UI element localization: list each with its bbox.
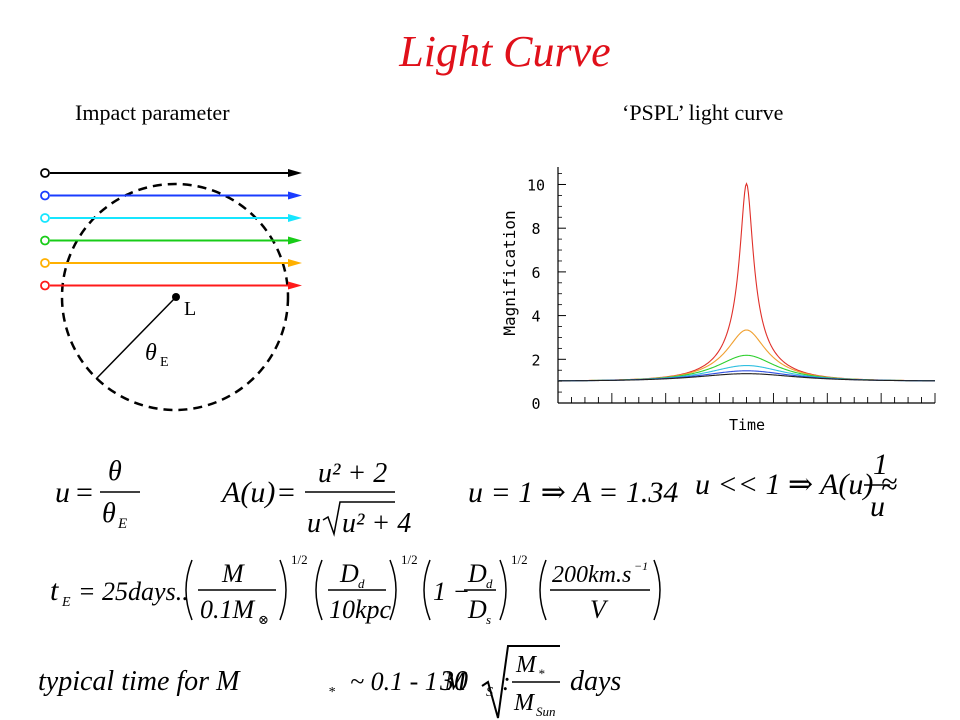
chart-axes — [557, 167, 935, 404]
svg-text:D: D — [339, 559, 359, 588]
pspl-light-curve-chart: 0 2 4 6 8 10 Magnification Time — [500, 167, 936, 434]
svg-text:u: u — [870, 490, 885, 523]
slide-title: Light Curve — [399, 27, 611, 76]
svg-text:1/2: 1/2 — [511, 552, 528, 567]
svg-text::: : — [502, 667, 511, 696]
y-tick-label: 4 — [531, 308, 540, 326]
svg-text:M: M — [221, 559, 245, 588]
source-start-marker — [40, 280, 50, 291]
einstein-ring — [60, 182, 290, 412]
svg-text:A(u): A(u) — [220, 476, 275, 509]
chart-ticks: 0 2 4 6 8 10 — [527, 173, 936, 413]
source-track — [40, 213, 302, 223]
magnification-formula: A(u) = u² + 2 u u² + 4 — [220, 458, 411, 539]
einstein-time-formula: t E = 25days.. M 0.1M ⊗ 1/2 D d 10kpc 1/… — [50, 552, 661, 627]
y-tick-label: 2 — [531, 351, 540, 369]
svg-text:1 −: 1 − — [433, 577, 470, 606]
svg-text:D: D — [467, 595, 487, 624]
typical-time-formula: typical time for M * ~ 0.1 - 1 M S : — [38, 666, 511, 700]
svg-text:u² + 2: u² + 2 — [318, 458, 387, 489]
lens-label: L — [184, 298, 196, 320]
source-start-marker — [40, 235, 50, 246]
svg-text:u: u — [55, 476, 70, 509]
small-u-approximation: u << 1 ⇒ A(u) ≈ 1 u — [695, 450, 897, 523]
source-track — [40, 280, 302, 291]
light-curve-series — [557, 182, 936, 382]
source-track — [40, 168, 302, 178]
svg-text:s: s — [486, 612, 491, 627]
left-heading: Impact parameter — [75, 100, 230, 125]
y-axis-label: Magnification — [500, 210, 519, 335]
equation-row-1: u = θ θ E A(u) = u² + 2 u u² + 4 u = 1 ⇒… — [55, 450, 897, 539]
source-start-marker — [40, 190, 50, 201]
light-curve-series — [557, 373, 936, 382]
impact-parameter-diagram: L θ E — [40, 168, 302, 412]
y-tick-label: 0 — [531, 395, 540, 413]
svg-text:= 25days..: = 25days.. — [78, 577, 189, 606]
svg-text:=: = — [76, 476, 93, 509]
svg-text:Sun: Sun — [536, 704, 556, 719]
svg-text:1: 1 — [873, 450, 888, 481]
svg-text:~ 0.1 - 1 M: ~ 0.1 - 1 M — [350, 667, 467, 696]
svg-text:d: d — [486, 576, 493, 591]
source-tracks — [40, 168, 302, 291]
source-track — [40, 258, 302, 268]
svg-text:θ: θ — [108, 456, 122, 487]
svg-text:1/2: 1/2 — [291, 552, 308, 567]
y-tick-label: 6 — [531, 264, 540, 282]
svg-text:u: u — [307, 508, 321, 539]
svg-text:S: S — [486, 685, 493, 700]
svg-text:*: * — [328, 685, 335, 700]
theta-subscript: E — [160, 355, 169, 370]
theta-symbol: θ — [145, 340, 157, 366]
u-equals-one: u = 1 ⇒ A = 1.34 — [468, 476, 678, 509]
svg-text:200km.s: 200km.s — [552, 562, 631, 588]
svg-text:=: = — [278, 476, 295, 509]
svg-text:*: * — [538, 666, 545, 681]
svg-text:−1: −1 — [634, 559, 648, 573]
typical-time-root: 30 M * M Sun days — [440, 645, 621, 719]
y-tick-label: 10 — [527, 176, 545, 194]
source-track — [40, 190, 302, 201]
svg-text:30: 30 — [440, 666, 468, 697]
svg-text:V: V — [590, 595, 609, 624]
chart-series — [557, 182, 936, 382]
svg-text:u² + 4: u² + 4 — [342, 508, 411, 539]
svg-text:days: days — [570, 666, 621, 697]
svg-text:E: E — [61, 595, 71, 610]
svg-text:d: d — [358, 576, 365, 591]
svg-text:M: M — [515, 652, 538, 678]
svg-text:1/2: 1/2 — [401, 552, 418, 567]
x-axis-label: Time — [729, 416, 765, 434]
light-curve-series — [558, 370, 935, 382]
source-start-marker — [40, 168, 50, 178]
source-start-marker — [40, 258, 50, 268]
svg-text:0.1M: 0.1M — [200, 595, 256, 624]
svg-text:⊗: ⊗ — [258, 612, 269, 627]
right-heading: ‘PSPL’ light curve — [622, 100, 784, 125]
svg-text:θ: θ — [102, 498, 116, 529]
u-definition: u = θ θ E — [55, 456, 140, 532]
y-tick-label: 8 — [531, 220, 540, 238]
source-start-marker — [40, 213, 50, 223]
svg-text:E: E — [117, 516, 127, 532]
einstein-radius-line — [95, 296, 177, 380]
svg-text:D: D — [467, 559, 487, 588]
svg-text:M: M — [513, 690, 536, 716]
source-track — [40, 235, 302, 246]
svg-text:t: t — [50, 574, 59, 607]
light-curve-series — [558, 354, 935, 382]
svg-text:typical time for M: typical time for M — [38, 666, 241, 697]
svg-text:10kpc: 10kpc — [329, 595, 392, 624]
svg-text:u << 1 ⇒ A(u) ≈: u << 1 ⇒ A(u) ≈ — [695, 468, 897, 501]
